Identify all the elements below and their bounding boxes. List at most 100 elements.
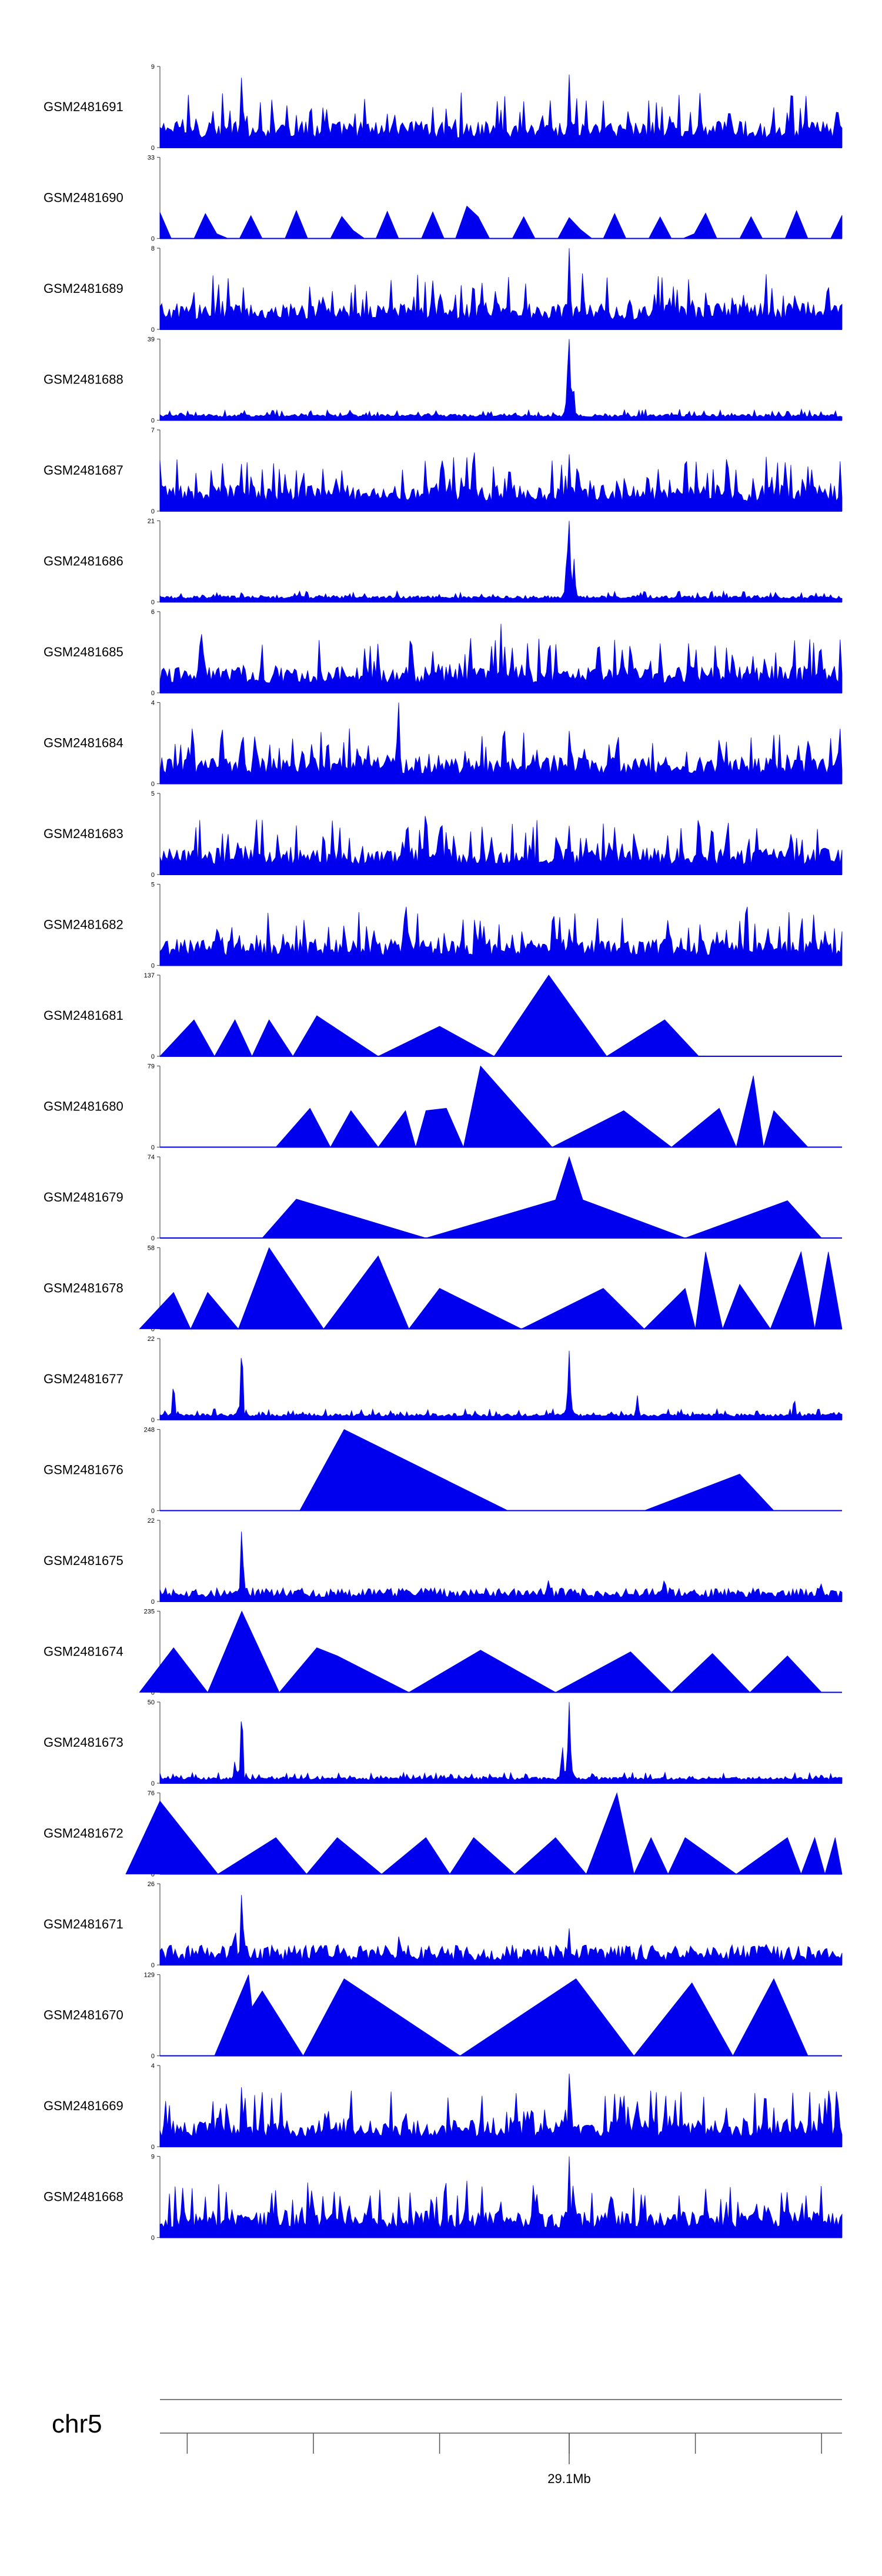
y-max-label: 7 <box>151 427 155 434</box>
coverage-area <box>139 1247 843 1330</box>
track-label: GSM2481670 <box>44 2008 123 2023</box>
coverage-area <box>159 520 843 602</box>
track-label: GSM2481691 <box>44 99 123 114</box>
track-GSM2481672: GSM2481672 76 0 <box>44 1790 843 1878</box>
y-zero-label: 0 <box>151 1599 155 1606</box>
coverage-area <box>159 816 843 875</box>
y-max-label: 235 <box>144 1609 155 1616</box>
coverage-area <box>159 452 843 512</box>
y-max-label: 129 <box>144 1972 155 1979</box>
track-label: GSM2481673 <box>44 1735 123 1750</box>
track-label: GSM2481690 <box>44 191 123 205</box>
coverage-area <box>221 1429 842 1511</box>
y-max-label: 9 <box>151 64 155 71</box>
track-label: GSM2481683 <box>44 826 123 841</box>
track-label: GSM2481688 <box>44 372 123 387</box>
ideogram-ticks <box>186 2433 822 2464</box>
track-GSM2481671: GSM2481671 26 0 <box>44 1881 843 1969</box>
y-zero-label: 0 <box>151 145 155 152</box>
track-GSM2481680: GSM2481680 79 0 <box>44 1063 842 1152</box>
coverage-area <box>139 1610 823 1693</box>
coverage-area <box>159 1895 843 1966</box>
track-label: GSM2481681 <box>44 1008 123 1023</box>
y-max-label: 26 <box>148 1881 155 1888</box>
track-GSM2481682: GSM2481682 5 0 <box>44 882 843 970</box>
y-zero-label: 0 <box>151 1053 155 1060</box>
track-GSM2481686: GSM2481686 21 0 <box>44 518 843 606</box>
track-GSM2481681: GSM2481681 137 0 <box>44 972 842 1060</box>
y-max-label: 6 <box>151 609 155 616</box>
y-max-label: 4 <box>151 700 155 707</box>
y-max-label: 22 <box>148 1517 155 1524</box>
track-GSM2481674: GSM2481674 235 0 <box>44 1609 842 1697</box>
y-max-label: 76 <box>148 1790 155 1797</box>
track-GSM2481689: GSM2481689 8 0 <box>44 245 843 333</box>
track-GSM2481668: GSM2481668 9 0 <box>44 2154 843 2242</box>
track-GSM2481676: GSM2481676 248 0 <box>44 1427 842 1515</box>
track-label: GSM2481669 <box>44 2098 123 2113</box>
y-zero-label: 0 <box>151 781 155 788</box>
y-max-label: 5 <box>151 790 155 798</box>
track-label: GSM2481684 <box>44 736 123 750</box>
track-GSM2481677: GSM2481677 22 0 <box>44 1336 843 1424</box>
y-max-label: 9 <box>151 2154 155 2161</box>
track-GSM2481690: GSM2481690 33 0 <box>44 155 843 243</box>
track-label: GSM2481672 <box>44 1826 123 1841</box>
y-zero-label: 0 <box>151 1508 155 1515</box>
y-zero-label: 0 <box>151 1871 155 1878</box>
track-GSM2481684: GSM2481684 4 0 <box>44 700 843 788</box>
y-max-label: 22 <box>148 1336 155 1343</box>
track-GSM2481673: GSM2481673 50 0 <box>44 1699 843 1787</box>
track-label: GSM2481686 <box>44 554 123 569</box>
track-GSM2481669: GSM2481669 4 0 <box>44 2063 843 2151</box>
track-GSM2481687: GSM2481687 7 0 <box>44 427 843 515</box>
chromosome-ideogram: chr5 29.1Mb <box>52 2399 842 2486</box>
coverage-area <box>159 1531 843 1602</box>
coverage-area <box>159 1350 843 1420</box>
track-label: GSM2481678 <box>44 1281 123 1296</box>
coverage-area <box>159 74 843 148</box>
coverage-area <box>159 2156 843 2238</box>
track-label: GSM2481675 <box>44 1553 123 1568</box>
y-zero-label: 0 <box>151 1780 155 1787</box>
track-label: GSM2481668 <box>44 2190 123 2204</box>
track-label: GSM2481671 <box>44 1917 123 1931</box>
track-GSM2481675: GSM2481675 22 0 <box>44 1517 843 1606</box>
coverage-area <box>159 339 843 421</box>
chromosome-label: chr5 <box>52 2410 102 2438</box>
coverage-area <box>214 1974 808 2057</box>
coverage-area <box>275 1065 808 1148</box>
track-label: GSM2481676 <box>44 1463 123 1477</box>
y-zero-label: 0 <box>151 690 155 697</box>
y-zero-label: 0 <box>151 1235 155 1242</box>
y-max-label: 248 <box>144 1427 155 1434</box>
y-max-label: 4 <box>151 2063 155 2070</box>
coverage-area <box>159 2073 843 2147</box>
position-label: 29.1Mb <box>547 2471 590 2486</box>
y-max-label: 5 <box>151 882 155 889</box>
y-max-label: 79 <box>148 1063 155 1070</box>
coverage-area <box>159 906 843 966</box>
y-zero-label: 0 <box>151 963 155 970</box>
coverage-area <box>159 205 843 239</box>
y-max-label: 74 <box>148 1154 155 1161</box>
coverage-area <box>159 975 700 1057</box>
y-max-label: 21 <box>148 518 155 525</box>
y-max-label: 50 <box>148 1699 155 1706</box>
y-zero-label: 0 <box>151 1417 155 1424</box>
track-label: GSM2481687 <box>44 463 123 478</box>
track-label: GSM2481682 <box>44 917 123 932</box>
track-GSM2481688: GSM2481688 39 0 <box>44 336 843 425</box>
y-zero-label: 0 <box>151 872 155 879</box>
track-label: GSM2481680 <box>44 1099 123 1114</box>
coverage-area <box>159 623 843 693</box>
y-zero-label: 0 <box>151 326 155 333</box>
y-zero-label: 0 <box>151 1144 155 1152</box>
y-zero-label: 0 <box>151 599 155 606</box>
coverage-area <box>159 248 843 330</box>
track-GSM2481678: GSM2481678 58 0 <box>44 1245 843 1333</box>
y-zero-label: 0 <box>151 1326 155 1333</box>
coverage-area <box>125 1792 843 1875</box>
track-GSM2481685: GSM2481685 6 0 <box>44 609 843 697</box>
